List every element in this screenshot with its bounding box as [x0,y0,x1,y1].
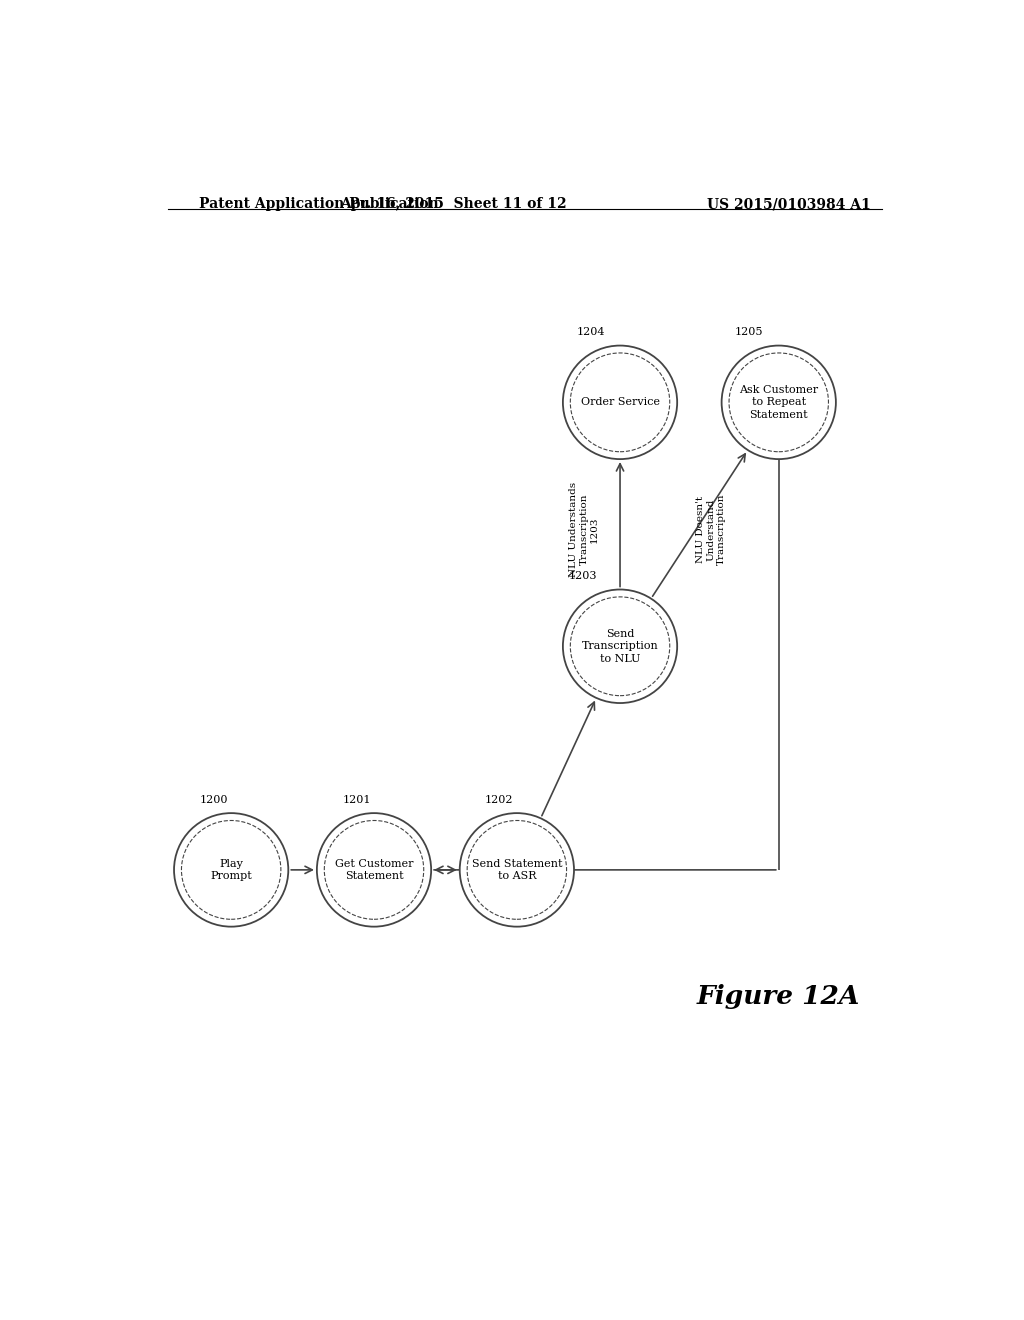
Text: 1204: 1204 [577,327,605,338]
Text: Send Statement
to ASR: Send Statement to ASR [472,859,562,880]
Ellipse shape [174,813,289,927]
Text: 1200: 1200 [200,795,228,805]
Text: Apr. 16, 2015  Sheet 11 of 12: Apr. 16, 2015 Sheet 11 of 12 [340,197,566,211]
Text: Play
Prompt: Play Prompt [210,859,252,880]
Text: 1201: 1201 [342,795,371,805]
Text: US 2015/0103984 A1: US 2015/0103984 A1 [708,197,871,211]
Text: 1202: 1202 [485,795,514,805]
Text: 1203: 1203 [568,572,597,581]
Text: Order Service: Order Service [581,397,659,408]
Text: Send
Transcription
to NLU: Send Transcription to NLU [582,628,658,664]
Ellipse shape [460,813,574,927]
Text: NLU Doesn't
Understand
Transcription: NLU Doesn't Understand Transcription [696,494,726,565]
Ellipse shape [722,346,836,459]
Text: Patent Application Publication: Patent Application Publication [200,197,439,211]
Ellipse shape [563,590,677,704]
Text: Get Customer
Statement: Get Customer Statement [335,859,414,880]
Text: Ask Customer
to Repeat
Statement: Ask Customer to Repeat Statement [739,385,818,420]
Text: 1205: 1205 [735,327,764,338]
Text: Figure 12A: Figure 12A [697,985,860,1010]
Text: NLU Understands
Transcription
1203: NLU Understands Transcription 1203 [569,482,599,577]
Ellipse shape [563,346,677,459]
Ellipse shape [316,813,431,927]
